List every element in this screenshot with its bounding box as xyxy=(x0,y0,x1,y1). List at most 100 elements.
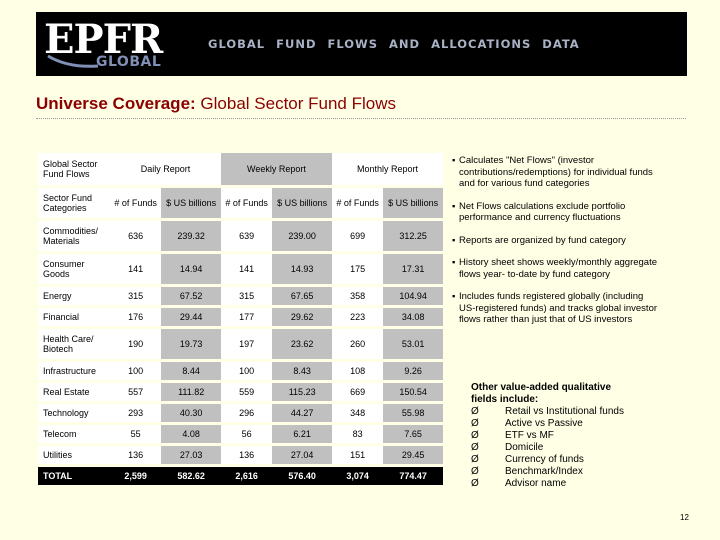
table-row: Energy 315 67.52 315 67.65 358 104.94 xyxy=(38,287,443,305)
bullet-text: Reports are organized by fund category xyxy=(459,234,626,246)
cell-d-bn: 27.03 xyxy=(161,446,221,464)
cell-w-funds: 315 xyxy=(220,287,273,305)
row-label: Real Estate xyxy=(38,383,110,401)
row-label: Commodities/ Materials xyxy=(38,221,110,251)
cell-d-funds: 2,599 xyxy=(110,467,162,485)
cell-d-bn: 40.30 xyxy=(161,404,221,422)
table-row: Health Care/ Biotech 190 19.73 197 23.62 260 5… xyxy=(38,329,443,359)
page-number: 12 xyxy=(680,513,689,522)
cell-w-bn: 29.62 xyxy=(272,308,332,326)
qualitative-item: Ø ETF vs MF xyxy=(471,430,631,442)
cell-m-funds: 699 xyxy=(331,221,384,251)
table-header-row: Global Sector Fund Flows Daily Report We… xyxy=(38,153,443,185)
cell-m-funds: 108 xyxy=(331,362,384,380)
arrow-bullet-icon: Ø xyxy=(471,418,479,429)
cell-w-bn: 67.65 xyxy=(272,287,332,305)
header-monthly: Monthly Report xyxy=(331,153,443,185)
row-label: Consumer Goods xyxy=(38,254,110,284)
cell-m-bn: 17.31 xyxy=(383,254,443,284)
row-label: Health Care/ Biotech xyxy=(38,329,110,359)
cell-d-bn: 111.82 xyxy=(161,383,221,401)
arrow-bullet-icon: Ø xyxy=(471,478,479,489)
qualitative-item: Ø Domicile xyxy=(471,442,631,454)
cell-d-funds: 136 xyxy=(110,446,162,464)
cell-w-bn: 239.00 xyxy=(272,221,332,251)
cell-w-bn: 44.27 xyxy=(272,404,332,422)
cell-m-funds: 223 xyxy=(331,308,384,326)
cell-m-bn: 774.47 xyxy=(383,467,443,485)
cell-d-bn: 29.44 xyxy=(161,308,221,326)
subheader-weekly-billions: $ US billions xyxy=(272,188,332,218)
header-daily: Daily Report xyxy=(110,153,221,185)
qualitative-item: Ø Benchmark/Index xyxy=(471,466,631,478)
cell-m-bn: 312.25 xyxy=(383,221,443,251)
cell-w-funds: 559 xyxy=(220,383,273,401)
bullet-marker-icon: ▪ xyxy=(452,200,456,212)
header-corner: Global Sector Fund Flows xyxy=(38,153,110,185)
cell-w-funds: 639 xyxy=(220,221,273,251)
cell-w-funds: 136 xyxy=(220,446,273,464)
cell-m-bn: 55.98 xyxy=(383,404,443,422)
header-weekly: Weekly Report xyxy=(220,153,332,185)
sector-fund-table: Global Sector Fund Flows Daily Report We… xyxy=(38,150,443,488)
cell-d-bn: 4.08 xyxy=(161,425,221,443)
table-row: Telecom 55 4.08 56 6.21 83 7.65 xyxy=(38,425,443,443)
bullet-item: ▪ Reports are organized by fund category xyxy=(452,235,657,247)
title-bold: Universe Coverage: xyxy=(36,94,196,113)
table-row: Infrastructure 100 8.44 100 8.43 108 9.26 xyxy=(38,362,443,380)
bullet-text: History sheet shows weekly/monthly aggre… xyxy=(459,257,658,280)
table-row: Commodities/ Materials 636 239.32 639 239.00… xyxy=(38,221,443,251)
subheader-monthly-billions: $ US billions xyxy=(383,188,443,218)
table-subheader-row: Sector Fund Categories # of Funds $ US b… xyxy=(38,188,443,218)
cell-w-bn: 23.62 xyxy=(272,329,332,359)
cell-d-funds: 176 xyxy=(110,308,162,326)
subheader-label: Sector Fund Categories xyxy=(38,188,110,218)
cell-m-funds: 3,074 xyxy=(331,467,384,485)
cell-w-funds: 296 xyxy=(220,404,273,422)
bullet-marker-icon: ▪ xyxy=(452,291,456,302)
cell-m-bn: 104.94 xyxy=(383,287,443,305)
table-row: Utilities 136 27.03 136 27.04 151 29.45 xyxy=(38,446,443,464)
header-banner: EPFR GLOBAL GLOBAL FUND FLOWS AND ALLOCA… xyxy=(36,12,687,76)
slide-title: Universe Coverage: Global Sector Fund Fl… xyxy=(36,94,396,114)
qualitative-item-text: Advisor name xyxy=(505,478,567,489)
cell-d-bn: 67.52 xyxy=(161,287,221,305)
subheader-weekly-funds: # of Funds xyxy=(220,188,273,218)
cell-d-funds: 557 xyxy=(110,383,162,401)
table-row: Consumer Goods 141 14.94 141 14.93 175 17.31 xyxy=(38,254,443,284)
logo-swoosh xyxy=(47,54,99,68)
cell-m-funds: 358 xyxy=(331,287,384,305)
feature-bullet-list: ▪ Calculates "Net Flows" (investor contri… xyxy=(452,155,657,337)
title-divider xyxy=(36,118,686,119)
subheader-monthly-funds: # of Funds xyxy=(331,188,384,218)
cell-d-bn: 19.73 xyxy=(161,329,221,359)
banner-tagline: GLOBAL FUND FLOWS AND ALLOCATIONS DATA xyxy=(208,37,580,51)
cell-m-funds: 175 xyxy=(331,254,384,284)
cell-d-funds: 55 xyxy=(110,425,162,443)
qualitative-item-text: ETF vs MF xyxy=(505,430,554,441)
cell-m-funds: 669 xyxy=(331,383,384,401)
bullet-item: ▪ Net Flows calculations exclude portfoli… xyxy=(452,201,657,224)
qualitative-title: Other value-added qualitative fields inc… xyxy=(471,382,612,405)
cell-m-bn: 7.65 xyxy=(383,425,443,443)
cell-m-bn: 34.08 xyxy=(383,308,443,326)
table-row: Technology 293 40.30 296 44.27 348 55.98 xyxy=(38,404,443,422)
epfr-logo: EPFR GLOBAL xyxy=(38,16,198,72)
bullet-item: ▪ History sheet shows weekly/monthly aggr… xyxy=(452,257,657,280)
qualitative-item: Ø Active vs Passive xyxy=(471,418,631,430)
arrow-bullet-icon: Ø xyxy=(471,442,479,453)
cell-d-bn: 14.94 xyxy=(161,254,221,284)
arrow-bullet-icon: Ø xyxy=(471,466,479,477)
row-label: Energy xyxy=(38,287,110,305)
cell-w-funds: 100 xyxy=(220,362,273,380)
cell-w-bn: 576.40 xyxy=(272,467,332,485)
cell-w-funds: 141 xyxy=(220,254,273,284)
cell-w-bn: 115.23 xyxy=(272,383,332,401)
qualitative-item-text: Currency of funds xyxy=(505,454,584,465)
cell-w-bn: 8.43 xyxy=(272,362,332,380)
subheader-daily-billions: $ US billions xyxy=(161,188,221,218)
qualitative-item: Ø Advisor name xyxy=(471,478,631,490)
logo-wordmark: EPFR xyxy=(44,16,163,63)
row-label: Technology xyxy=(38,404,110,422)
row-label: TOTAL xyxy=(38,467,110,485)
